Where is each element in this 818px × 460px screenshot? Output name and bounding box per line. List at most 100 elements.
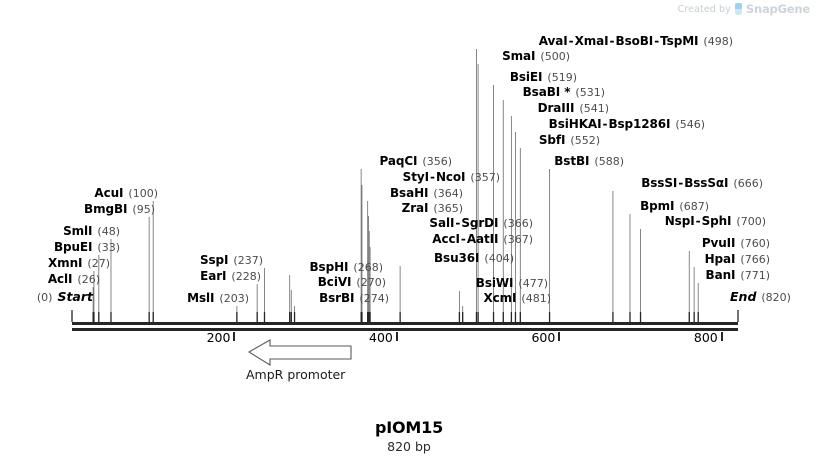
cut-position: (364) — [433, 187, 463, 200]
restriction-site-label[interactable]: SalI-SgrDI (366) — [0, 216, 533, 231]
restriction-site-label[interactable]: AvaI-XmaI-BsoBI-TspMI (498) — [0, 34, 733, 49]
cut-position: (500) — [540, 50, 570, 63]
cut-position: (700) — [736, 215, 766, 228]
watermark-prefix: Created by — [677, 3, 731, 15]
enzyme-name: BssSI — [641, 176, 678, 190]
cut-position: (48) — [97, 225, 120, 238]
cut-position: (531) — [575, 86, 605, 99]
ruler-tick — [395, 332, 398, 341]
restriction-site-label[interactable]: AclI (26) — [0, 273, 100, 287]
restriction-site-label[interactable]: PaqCI (356) — [0, 154, 452, 169]
restriction-site-label[interactable]: Bsu36I (404) — [0, 252, 514, 266]
cut-position: (228) — [231, 270, 261, 283]
cut-position: (498) — [703, 35, 733, 48]
cut-position: (365) — [433, 202, 463, 215]
cut-position: (356) — [422, 155, 452, 168]
cut-position: (33) — [97, 241, 120, 254]
cut-position: (268) — [353, 261, 383, 274]
enzyme-name: AcuI — [94, 186, 124, 200]
restriction-site-label[interactable]: DraIII (541) — [0, 101, 609, 116]
enzyme-name: BpmI — [640, 199, 675, 213]
cut-position: (270) — [356, 276, 386, 289]
restriction-site-label[interactable]: BpuEI (33) — [0, 240, 120, 255]
restriction-site-label[interactable]: SmaI (500) — [0, 49, 570, 64]
end-label: End — [730, 289, 757, 304]
enzyme-name: SbfI — [538, 133, 566, 147]
restriction-site-label[interactable]: StyI-NcoI (357) — [0, 170, 500, 185]
cut-position: (477) — [518, 277, 548, 290]
enzyme-name: XmaI — [574, 34, 609, 48]
restriction-site-label[interactable]: SmlI (48) — [0, 225, 120, 239]
restriction-site-label[interactable]: AcuI (100) — [0, 186, 158, 201]
restriction-site-label[interactable]: ZraI (365) — [0, 202, 463, 216]
restriction-site-label[interactable]: BstBI (588) — [0, 154, 624, 169]
enzyme-separator: - — [678, 176, 684, 190]
cut-position: (274) — [359, 292, 389, 305]
cut-position: (237) — [233, 254, 263, 267]
restriction-site-label[interactable]: SbfI (552) — [0, 133, 600, 148]
ruler-tick-label: 800 — [693, 330, 718, 345]
restriction-site-label[interactable]: BsrBI (274) — [0, 291, 389, 306]
restriction-site-label[interactable]: BsaBI * (531) — [0, 85, 605, 100]
enzyme-name: DraIII — [537, 101, 575, 115]
cut-position: (404) — [484, 252, 514, 265]
ruler-tick-label: 200 — [206, 330, 231, 345]
restriction-site-label[interactable]: BssSI-BssSαI (666) — [0, 176, 763, 191]
enzyme-name: PaqCI — [379, 154, 418, 168]
cut-position: (519) — [547, 71, 577, 84]
restriction-site-label[interactable]: AccI-AatII (367) — [0, 233, 533, 247]
restriction-site-label[interactable]: XcmI (481) — [0, 291, 551, 306]
restriction-site-label[interactable]: HpaI (766) — [0, 253, 770, 267]
enzyme-name: BpuEI — [53, 240, 93, 254]
cut-position: (367) — [503, 233, 533, 246]
ruler-tick-label: 400 — [369, 330, 393, 345]
enzyme-name: BsrBI — [319, 291, 355, 305]
restriction-site-label[interactable]: MslI (203) — [0, 292, 249, 306]
backbone-strand-bottom — [72, 328, 738, 331]
ruler-tick-label: 600 — [531, 330, 556, 345]
enzyme-name: BanI — [705, 268, 736, 282]
restriction-site-label[interactable]: BsiWI (477) — [0, 276, 548, 291]
enzyme-name: BsiWI — [475, 276, 514, 290]
enzyme-name: TspMI — [660, 34, 699, 48]
cut-position: (100) — [128, 187, 158, 200]
ruler-tick — [558, 332, 561, 341]
restriction-site-label[interactable]: BsiEI (519) — [0, 71, 577, 85]
enzyme-name: BspHI — [309, 260, 349, 274]
enzyme-name: BsaHI — [390, 186, 429, 200]
snapgene-logo-icon — [734, 3, 742, 15]
plasmid-name: pIOM15 — [375, 418, 443, 437]
restriction-site-label[interactable]: PvuII (760) — [0, 237, 770, 251]
enzyme-name: EarI — [200, 269, 227, 283]
restriction-site-label[interactable]: BsaHI (364) — [0, 186, 463, 201]
restriction-site-label[interactable]: BciVI (270) — [0, 276, 386, 290]
enzyme-name: XcmI — [483, 291, 517, 305]
ampr-promoter-arrow[interactable] — [248, 336, 352, 366]
cut-position: (357) — [470, 171, 500, 184]
enzyme-name: StyI — [402, 170, 429, 184]
restriction-site-label[interactable]: EarI (228) — [0, 269, 261, 284]
enzyme-separator: - — [654, 34, 660, 48]
enzyme-name: XmnI — [48, 256, 83, 270]
enzyme-name: BsiHKAI — [548, 117, 602, 131]
restriction-site-label[interactable]: BmgBI (95) — [0, 203, 155, 217]
enzyme-name: BstBI — [554, 154, 590, 168]
restriction-site-label[interactable]: BanI (771) — [0, 268, 770, 283]
enzyme-name: BsaBI * — [522, 85, 571, 99]
enzyme-name: SgrDI — [461, 216, 499, 230]
restriction-site-label[interactable]: BspHI (268) — [0, 260, 383, 275]
restriction-site-label[interactable]: BpmI (687) — [0, 199, 709, 214]
enzyme-name: SmaI — [502, 49, 536, 63]
restriction-site-label[interactable]: XmnI (27) — [0, 256, 110, 271]
ruler-tick — [720, 332, 723, 341]
cut-position: (203) — [219, 292, 249, 305]
cut-position: (687) — [679, 200, 709, 213]
restriction-site-label[interactable]: SspI (237) — [0, 254, 263, 268]
enzyme-separator: - — [602, 117, 608, 131]
restriction-site-label[interactable]: NspI-SphI (700) — [0, 214, 766, 229]
cut-position: (666) — [733, 177, 763, 190]
enzyme-name: Bsp1286I — [608, 117, 671, 131]
restriction-site-label[interactable]: BsiHKAI-Bsp1286I (546) — [0, 117, 705, 132]
backbone-strand-top — [72, 322, 738, 325]
enzyme-separator: - — [695, 214, 701, 228]
